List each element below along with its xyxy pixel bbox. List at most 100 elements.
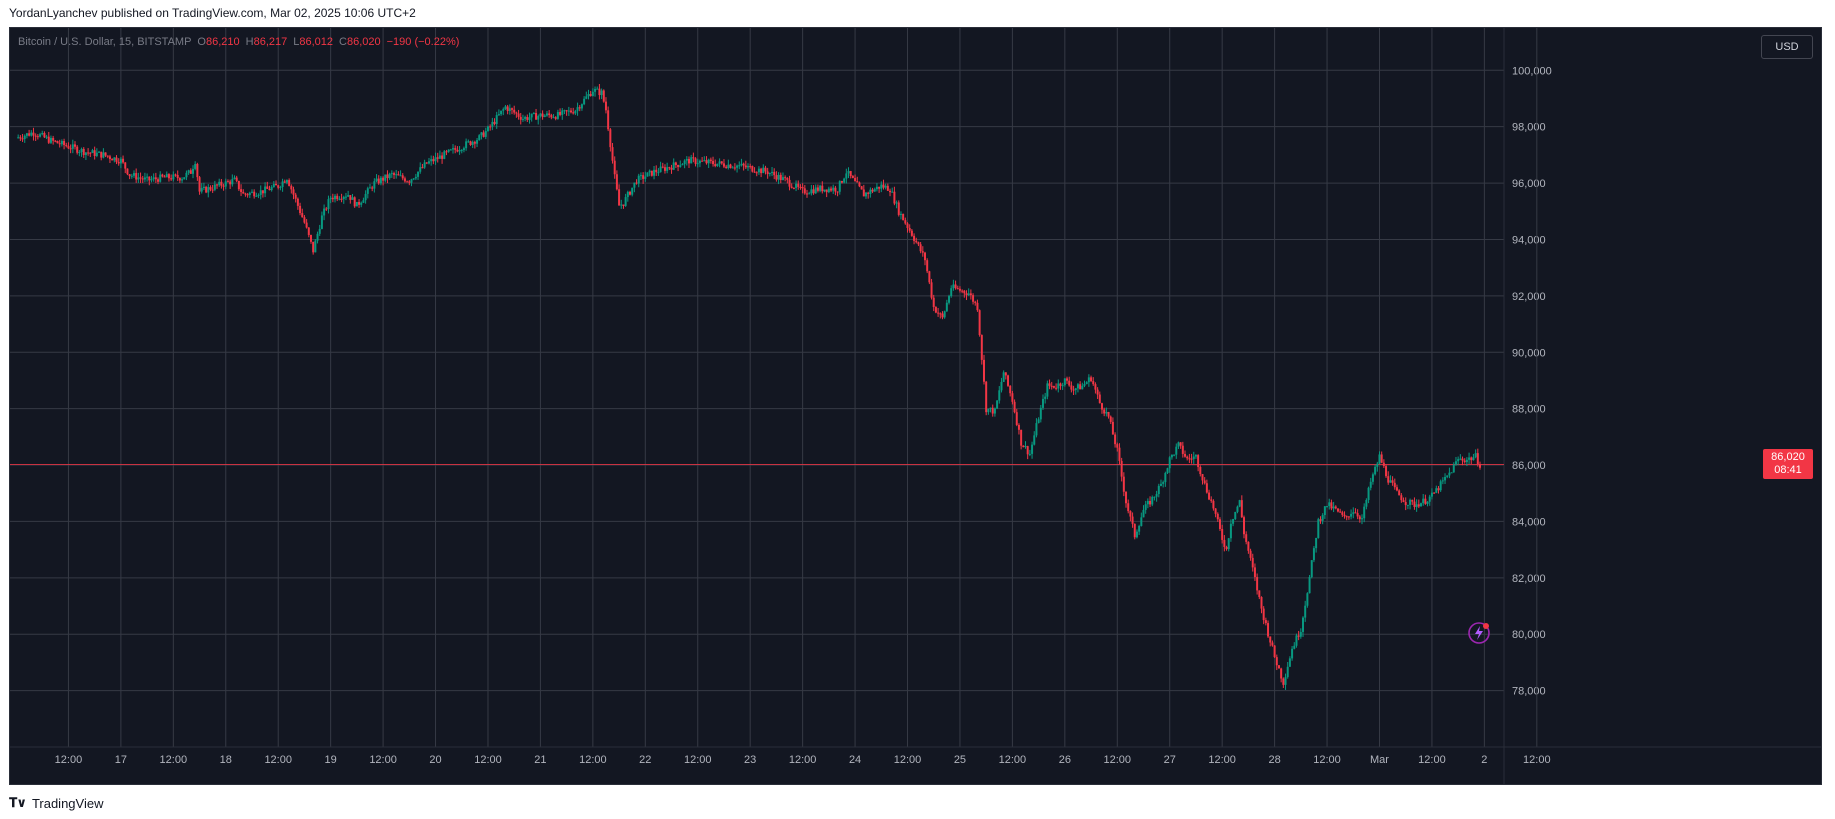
candle-body [1420,503,1423,507]
candle-body [1269,636,1272,643]
candle-body [1166,468,1169,474]
candle-body [1232,519,1235,524]
lightning-icon[interactable] [1466,620,1492,646]
candle-body [1321,515,1324,521]
candle-body [486,126,489,132]
candle-body [1358,516,1361,520]
candle-body [89,152,92,154]
candle-body [113,157,116,161]
candle-body [991,407,994,414]
candle-body [108,156,111,159]
candle-body [543,115,546,117]
candle-body [257,194,260,196]
candle-body [364,193,367,201]
candle-body [939,313,942,315]
candle-body [513,109,516,113]
candle-body [812,189,815,194]
candle-body [299,205,302,214]
candle-body [773,171,776,176]
candle-body [1236,506,1239,512]
candle-body [1409,499,1412,505]
candle-body [213,184,216,190]
candle-body [1284,677,1287,685]
candle-body [749,166,752,168]
candle-body [82,148,85,155]
candle-body [1039,407,1042,420]
footer-brand[interactable]: 𝐓∨ TradingView [9,795,103,811]
candle-body [515,112,518,114]
x-tick-label: 12:00 [369,754,397,766]
price-chart[interactable]: 78,000 80,000 82,000 84,000 86,000 88,000 90,0… [10,28,1821,784]
change-value: −190 (−0.22%) [386,36,460,48]
candle-body [1168,457,1171,469]
candle-body [318,228,321,234]
candle-body [987,408,990,413]
y-tick-label: 82,000 [1512,573,1546,585]
candle-body [978,310,981,336]
candle-body [285,180,288,183]
candle-body [1013,401,1016,413]
candle-body [65,145,68,147]
y-tick-label: 92,000 [1512,291,1546,303]
candle-body [832,187,835,191]
currency-button[interactable]: USD [1761,35,1813,59]
candle-body [919,244,922,252]
candle-body [784,177,787,179]
y-tick-label: 88,000 [1512,404,1546,416]
candle-body [840,181,843,183]
candle-body [1332,506,1335,509]
x-tick-label: 12:00 [264,754,292,766]
candle-body [338,198,341,200]
candle-body [1107,411,1110,417]
chart-panel[interactable]: 78,000 80,000 82,000 84,000 86,000 88,000 90,0… [9,27,1822,785]
candle-body [685,158,688,161]
candle-body [620,204,623,206]
candle-body [165,174,168,178]
candle-body [502,109,505,111]
candle-body [314,240,317,253]
candle-body [1406,504,1409,506]
candle-body [80,148,83,153]
candle-body [1295,635,1298,646]
candle-body [934,306,937,313]
candle-body [1118,447,1121,461]
candle-body [1116,444,1119,448]
candle-body [482,132,485,137]
candle-body [1413,501,1416,507]
candle-body [1177,442,1180,447]
candle-body [1404,501,1407,506]
candle-body [727,164,730,169]
candle-body [45,136,48,138]
candle-body [1326,506,1329,508]
candle-body [1216,513,1219,520]
candle-body [102,152,105,158]
candle-body [1345,516,1348,518]
candle-body [948,296,951,303]
candle-body [613,160,616,175]
candle-body [281,181,284,188]
candle-body [1247,541,1250,551]
candle-body [1479,464,1481,468]
low-label: L [293,36,300,48]
candle-body [1120,460,1123,477]
candle-body [1015,412,1018,425]
candle-body [757,168,760,173]
candle-body [275,184,278,186]
candle-body [222,185,225,187]
candle-body [1380,454,1383,463]
candle-body [1258,590,1261,598]
candle-body [454,148,457,150]
candle-body [489,126,492,128]
candle-body [830,188,833,191]
candle-body [373,181,376,189]
candle-body [851,176,854,178]
candle-body [889,190,892,193]
symbol-title[interactable]: Bitcoin / U.S. Dollar, 15, BITSTAMP [18,36,192,48]
x-tick-label: 27 [1164,754,1176,766]
candle-body [1262,608,1265,621]
candle-body [1063,378,1066,386]
candle-body [449,149,452,151]
candle-body [1463,460,1466,463]
candle-body [677,165,680,167]
y-tick-label: 98,000 [1512,122,1546,134]
